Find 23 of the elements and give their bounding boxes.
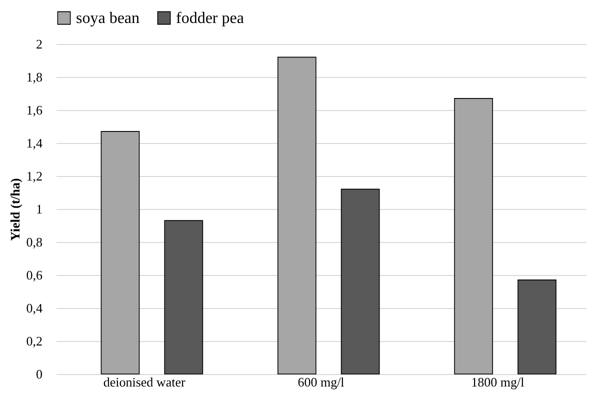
x-tick-label: 600 mg/l	[298, 374, 345, 390]
y-tick-label: 1,6	[26, 102, 43, 118]
y-tick-label: 0,6	[26, 268, 43, 282]
legend-label: soya bean	[76, 10, 140, 27]
y-tick-label: 0	[36, 366, 42, 382]
y-tick-label: 0,8	[26, 234, 42, 250]
x-tick-label: deionised water	[103, 374, 186, 390]
y-tick-label: 1	[36, 202, 42, 216]
bar	[100, 131, 140, 374]
bar	[454, 98, 493, 374]
y-axis-title: Yield (t/ha)	[7, 178, 22, 241]
y-tick-label: 1,2	[26, 168, 42, 184]
y-tick-label: 0,2	[26, 334, 42, 348]
legend-label: fodder pea	[176, 10, 244, 27]
bar	[277, 56, 316, 374]
y-tick-label: 1,8	[26, 70, 42, 84]
y-tick-label: 0,4	[26, 300, 43, 316]
y-tick-label: 1,4	[26, 136, 43, 150]
bar	[164, 220, 204, 374]
x-tick-label: 1800 mg/l	[471, 374, 525, 390]
bar	[340, 188, 380, 374]
bar	[518, 280, 556, 374]
y-tick-label: 2	[36, 36, 42, 52]
